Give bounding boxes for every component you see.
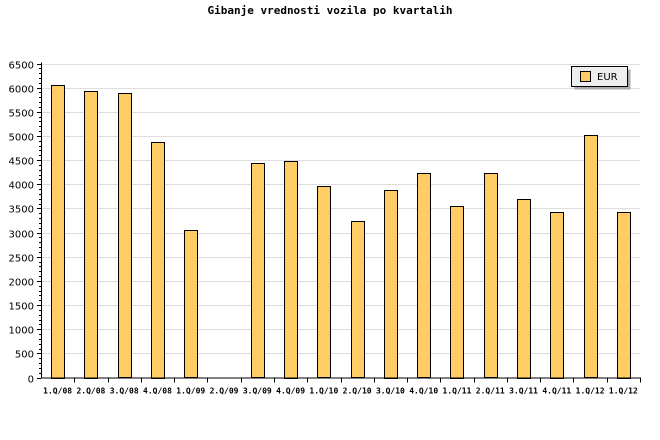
bar [151,142,165,379]
y-tick-label: 0 [28,375,34,386]
x-tick-label: 2.Q/10 [343,387,372,396]
bar [118,93,132,378]
bar [317,186,331,378]
x-tick-label: 1.Q/12 [609,387,638,396]
y-tick-label: 1000 [9,326,34,337]
x-tick-label: 3.Q/10 [376,387,405,396]
x-tick-label: 4.Q/10 [409,387,438,396]
x-tick-label: 4.Q/08 [143,387,172,396]
y-tick-label: 1500 [9,302,34,313]
x-tick-label: 2.Q/08 [76,387,105,396]
y-tick-label: 5000 [9,133,34,144]
legend-label: EUR [597,72,618,83]
bar [584,135,598,378]
bar [450,206,464,379]
x-tick-label: 2.Q/11 [476,387,505,396]
x-tick-label: 3.Q/11 [509,387,538,396]
bar [517,199,531,379]
x-tick-label: 1.Q/11 [443,387,472,396]
x-tick-label: 3.Q/08 [110,387,139,396]
chart-title: Gibanje vrednosti vozila po kvartalih [207,4,453,17]
x-tick-label: 3.Q/09 [243,387,272,396]
x-tick-label: 1.Q/10 [309,387,338,396]
bar [550,212,564,379]
x-tick-label: 1.Q/12 [576,387,605,396]
y-tick-label: 4500 [9,157,34,168]
y-tick-label: 2500 [9,254,34,265]
y-tick-label: 500 [15,350,34,361]
bar [617,212,631,379]
bar [417,173,431,378]
bar [351,221,365,378]
bar [184,230,198,378]
y-tick-label: 6000 [9,85,34,96]
x-tick-label: 1.Q/09 [176,387,205,396]
x-tick-label: 1.Q/08 [43,387,72,396]
bar [51,85,65,379]
legend-swatch [580,71,591,82]
y-tick-label: 5500 [9,109,34,120]
y-tick-label: 6500 [9,61,34,72]
y-tick-label: 2000 [9,278,34,289]
y-tick-label: 3000 [9,230,34,241]
x-tick-label: 4.Q/11 [542,387,571,396]
bar [284,161,298,379]
bar [484,173,498,378]
y-tick-label: 3500 [9,205,34,216]
bar [251,163,265,378]
bar [84,91,98,379]
x-tick-label: 2.Q/09 [210,387,239,396]
x-tick-label: 4.Q/09 [276,387,305,396]
bar [384,190,398,379]
y-tick-label: 4000 [9,181,34,192]
